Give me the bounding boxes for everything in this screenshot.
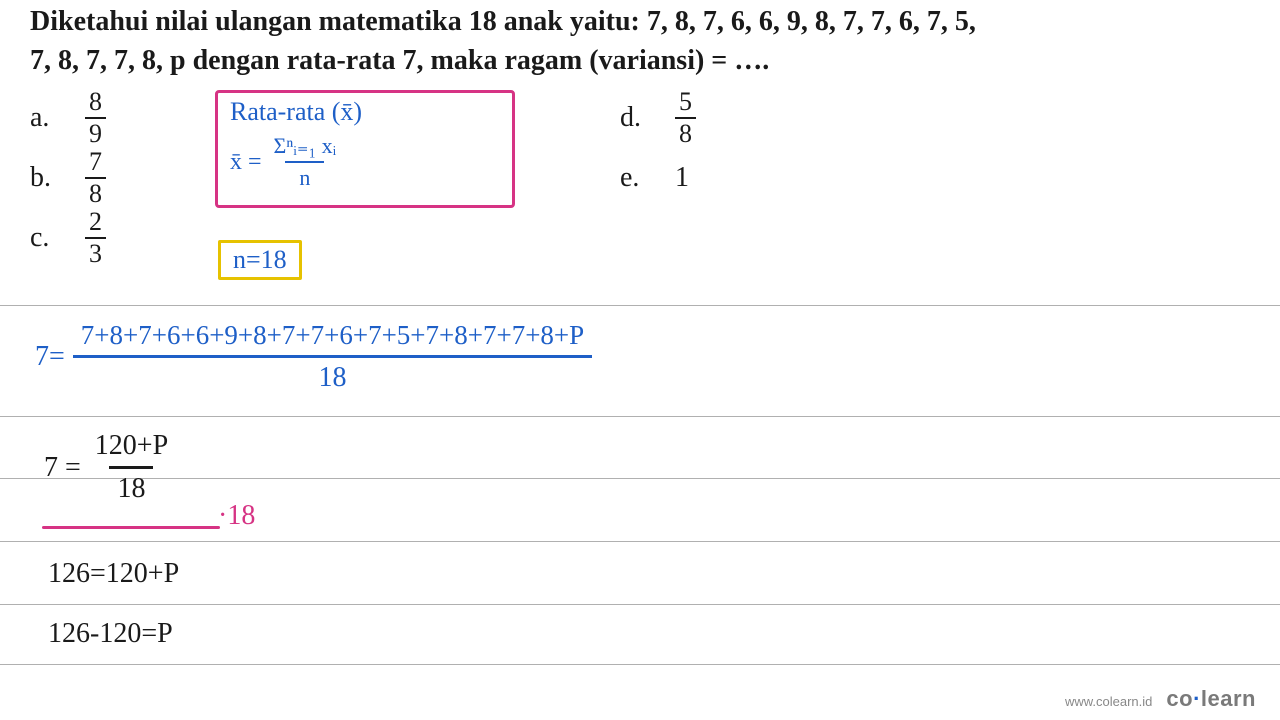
formula-title: Rata-rata (x̄)	[230, 97, 500, 127]
rule-line	[0, 478, 1280, 479]
option-c-den: 3	[85, 237, 106, 267]
formula-equation: x̄ = Σⁿᵢ₌₁ xᵢ n	[230, 133, 500, 191]
option-d-num: 5	[675, 89, 696, 117]
option-c-label: c.	[30, 222, 85, 254]
calc-line-2: 7 = 120+P 18	[44, 430, 176, 505]
footer-logo-co: co	[1166, 686, 1193, 711]
option-row-be: b. 7 8 e. 1	[30, 148, 1250, 208]
calc2-lhs: 7 =	[44, 452, 81, 484]
formula-lhs: x̄ =	[230, 149, 262, 176]
option-a-den: 9	[85, 117, 106, 147]
times-18-label: ·18	[218, 500, 255, 532]
question-line2: 7, 8, 7, 7, 8, p dengan rata-rata 7, mak…	[30, 45, 769, 76]
rule-line	[0, 664, 1280, 665]
option-d-den: 8	[675, 117, 696, 147]
rule-line	[0, 541, 1280, 542]
calc1-lhs: 7=	[35, 341, 65, 373]
calc2-num: 120+P	[87, 430, 176, 466]
formula-fraction: Σⁿᵢ₌₁ xᵢ n	[268, 133, 343, 191]
question-line1: Diketahui nilai ulangan matematika 18 an…	[30, 6, 976, 37]
option-row-c: c. 2 3	[30, 208, 1250, 268]
option-b-den: 8	[85, 177, 106, 207]
option-d: d. 5 8	[620, 89, 696, 147]
calc1-num: 7+8+7+6+6+9+8+7+7+6+7+5+7+8+7+7+8+P	[73, 320, 592, 355]
formula-denominator: n	[285, 161, 324, 191]
options-area: a. 8 9 d. 5 8 b. 7 8 e. 1 c.	[30, 88, 1250, 268]
footer-logo-dot: ·	[1193, 686, 1201, 711]
footer-logo-learn: learn	[1201, 686, 1256, 711]
option-d-fraction: 5 8	[675, 89, 696, 147]
option-c: c. 2 3	[30, 209, 620, 267]
option-e-value: 1	[675, 162, 689, 194]
calc1-den: 18	[73, 355, 592, 394]
footer-url: www.colearn.id	[1065, 694, 1152, 709]
formula-box: Rata-rata (x̄) x̄ = Σⁿᵢ₌₁ xᵢ n	[215, 90, 515, 208]
option-b-label: b.	[30, 162, 85, 194]
rule-line	[0, 305, 1280, 306]
calc-line-3: 126=120+P	[48, 558, 179, 590]
option-e-label: e.	[620, 162, 675, 194]
calc2-den: 18	[109, 466, 153, 505]
n-box: n=18	[218, 240, 302, 280]
calc-line-1: 7= 7+8+7+6+6+9+8+7+7+6+7+5+7+8+7+7+8+P 1…	[35, 320, 592, 394]
option-a-fraction: 8 9	[85, 89, 106, 147]
option-d-label: d.	[620, 102, 675, 134]
option-c-num: 2	[85, 209, 106, 237]
option-a-num: 8	[85, 89, 106, 117]
option-b-fraction: 7 8	[85, 149, 106, 207]
calc-line-4: 126-120=P	[48, 618, 173, 650]
footer: www.colearn.id co·learn	[1065, 686, 1256, 712]
rule-line	[0, 604, 1280, 605]
calc2-fraction: 120+P 18	[87, 430, 176, 505]
option-a-label: a.	[30, 102, 85, 134]
question-text: Diketahui nilai ulangan matematika 18 an…	[30, 2, 1250, 80]
option-c-fraction: 2 3	[85, 209, 106, 267]
pink-underline	[42, 526, 220, 529]
footer-logo: co·learn	[1166, 686, 1256, 712]
option-e: e. 1	[620, 162, 689, 194]
option-row-ad: a. 8 9 d. 5 8	[30, 88, 1250, 148]
option-b-num: 7	[85, 149, 106, 177]
rule-line	[0, 416, 1280, 417]
calc1-fraction: 7+8+7+6+6+9+8+7+7+6+7+5+7+8+7+7+8+P 18	[73, 320, 592, 394]
formula-numerator: Σⁿᵢ₌₁ xᵢ	[268, 133, 343, 161]
